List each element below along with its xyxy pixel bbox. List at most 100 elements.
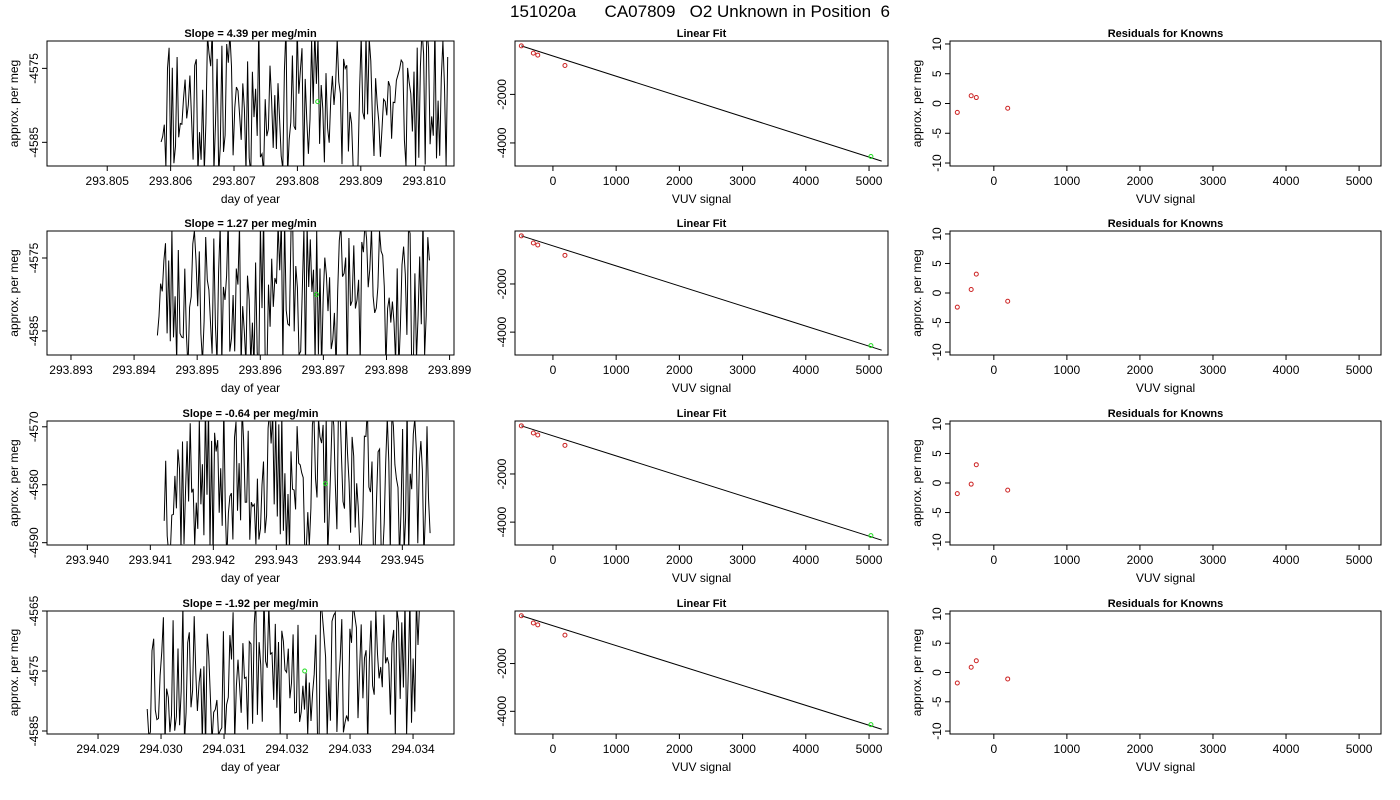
y-axis-label: approx. per meg [910, 629, 924, 716]
y-tick-label: -4000 [495, 506, 509, 537]
y-tick-label: -5 [930, 507, 944, 518]
x-axis-label: VUV signal [672, 571, 731, 585]
panel-drift-3: Slope = -0.64 per meg/min 293.940 293.941 2… [7, 408, 455, 585]
y-tick-label: 10 [930, 227, 944, 241]
y-tick-label: 10 [930, 607, 944, 621]
panel-title: Slope = -0.64 per meg/min [182, 408, 318, 420]
x-tick-label: 0 [550, 363, 557, 377]
plot-frame [949, 230, 1382, 356]
unknown-point [868, 154, 874, 160]
plot-frame [514, 610, 889, 735]
plot-frame [514, 420, 889, 546]
x-tick-label: 0 [550, 553, 557, 567]
known-point [530, 240, 536, 246]
x-tick-label: 2000 [1127, 363, 1154, 377]
series-line [160, 41, 449, 166]
x-tick-label: 4000 [1273, 553, 1300, 567]
plot-area [954, 462, 1011, 497]
unknown-point [868, 722, 874, 728]
x-tick-label: 293.897 [302, 363, 346, 377]
y-tick-label: -4585 [27, 127, 41, 158]
plot-area [954, 658, 1011, 686]
y-tick-label: -4590 [27, 527, 41, 558]
known-point [535, 52, 541, 58]
x-tick-label: 0 [990, 553, 997, 567]
y-tick-label: -2000 [495, 458, 509, 489]
x-axis-label: VUV signal [672, 760, 731, 774]
residual-point [973, 95, 979, 101]
x-tick-label: 293.941 [129, 553, 173, 567]
panel-title: Linear Fit [677, 218, 727, 230]
panel-residuals-4: Residuals for Knowns 0 1000 2000 3000 4000 500… [910, 598, 1382, 774]
y-tick-label: -4575 [27, 53, 41, 84]
x-tick-label: 3000 [729, 553, 756, 567]
y-tick-label: -4000 [495, 127, 509, 158]
x-tick-label: 293.942 [192, 553, 236, 567]
y-tick-label: -5 [930, 696, 944, 707]
residual-point [968, 286, 974, 292]
known-point [562, 442, 568, 448]
plot-frame [514, 40, 889, 167]
x-axis-label: VUV signal [1136, 571, 1195, 585]
y-axis-label: approx. per meg [7, 249, 21, 336]
x-tick-label: 1000 [1054, 174, 1081, 188]
unknown-point [315, 99, 321, 105]
panel-fit-3: Linear Fit 0 1000 2000 3000 4000 5000 -2000 -400… [495, 408, 889, 585]
y-tick-label: -2000 [495, 648, 509, 679]
panel-title: Residuals for Knowns [1108, 408, 1224, 420]
residual-point [973, 462, 979, 468]
y-tick-label: 5 [930, 260, 944, 267]
known-point [562, 63, 568, 69]
x-tick-label: 3000 [729, 363, 756, 377]
fit-line [521, 45, 882, 162]
x-tick-label: 293.809 [339, 174, 383, 188]
plot-frame [46, 610, 455, 735]
y-tick-label: -5 [930, 317, 944, 328]
plot-area [518, 423, 882, 541]
y-tick-label: -2000 [495, 79, 509, 110]
panel-title: Residuals for Knowns [1108, 218, 1224, 230]
y-axis-label: approx. per meg [7, 439, 21, 526]
x-axis-label: day of year [221, 571, 280, 585]
x-tick-label: 4000 [1273, 174, 1300, 188]
x-axis-label: VUV signal [1136, 760, 1195, 774]
x-tick-label: 3000 [729, 742, 756, 756]
plot-frame [46, 420, 455, 546]
unknown-point [313, 291, 319, 297]
x-tick-label: 5000 [856, 553, 883, 567]
x-tick-label: 4000 [792, 363, 819, 377]
x-tick-label: 293.808 [276, 174, 320, 188]
x-tick-label: 293.898 [365, 363, 409, 377]
panel-title: Linear Fit [677, 598, 727, 610]
known-point [518, 43, 524, 49]
panel-title: Residuals for Knowns [1108, 598, 1224, 610]
plot-area [518, 613, 882, 730]
plot-area [156, 231, 430, 355]
y-tick-label: 0 [930, 479, 944, 486]
y-tick-label: -5 [930, 128, 944, 139]
fit-line [521, 425, 882, 541]
x-tick-label: 4000 [1273, 363, 1300, 377]
unknown-point [302, 668, 308, 674]
y-tick-label: -4565 [27, 595, 41, 626]
x-tick-label: 293.807 [212, 174, 256, 188]
y-axis-label: approx. per meg [910, 60, 924, 147]
y-tick-label: -4575 [27, 242, 41, 273]
x-tick-label: 3000 [1200, 553, 1227, 567]
x-tick-label: 5000 [1346, 363, 1373, 377]
x-axis-label: VUV signal [672, 381, 731, 395]
x-tick-label: 3000 [1200, 363, 1227, 377]
y-axis-label: approx. per meg [7, 60, 21, 147]
y-tick-label: -10 [930, 343, 944, 361]
panel-title: Slope = -1.92 per meg/min [182, 598, 318, 610]
y-tick-label: 10 [930, 417, 944, 431]
residual-point [954, 304, 960, 310]
residual-point [973, 271, 979, 277]
y-tick-label: -2000 [495, 268, 509, 299]
x-tick-label: 0 [990, 742, 997, 756]
y-tick-label: -4570 [27, 411, 41, 442]
plot-frame [949, 610, 1382, 735]
panel-residuals-2: Residuals for Knowns 0 1000 2000 3000 4000 500… [910, 218, 1382, 395]
panel-title: Linear Fit [677, 408, 727, 420]
y-tick-label: -4585 [27, 715, 41, 746]
